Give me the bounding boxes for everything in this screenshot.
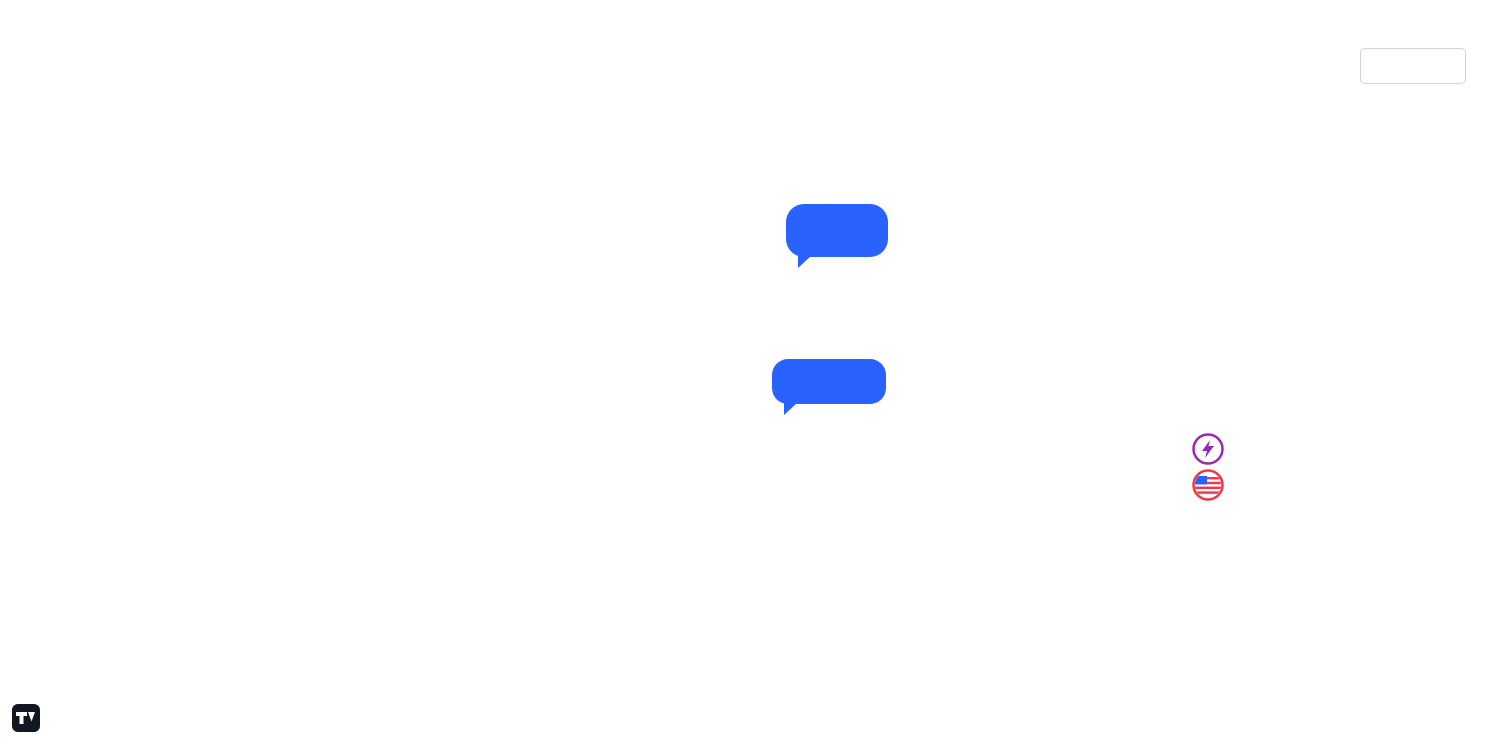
- ma200-callout[interactable]: [772, 359, 886, 415]
- tradingview-logo[interactable]: [12, 704, 49, 732]
- lightning-event-icon[interactable]: [1191, 432, 1225, 466]
- ma50-callout[interactable]: [786, 204, 888, 268]
- currency-usd-button[interactable]: [1360, 48, 1466, 84]
- price-scale[interactable]: [1357, 0, 1463, 746]
- us-flag-event-icon[interactable]: [1191, 468, 1225, 502]
- tradingview-logo-icon: [12, 704, 40, 732]
- time-axis[interactable]: [0, 651, 1488, 695]
